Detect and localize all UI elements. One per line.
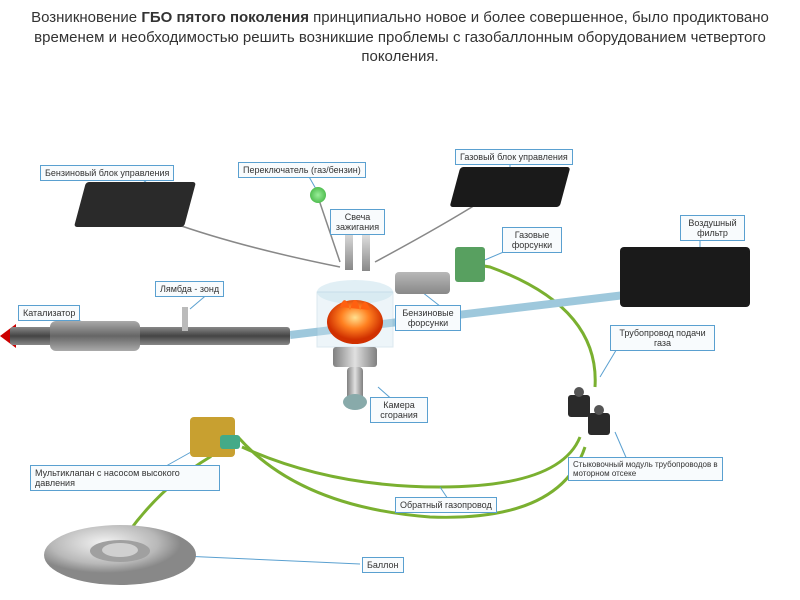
air-filter: [620, 247, 750, 307]
header-bold: ГБО пятого поколения: [141, 9, 309, 26]
label-multivalve: Мультиклапан с насосом высокого давления: [30, 465, 220, 491]
spark-plug-2: [362, 235, 370, 271]
label-switch: Переключатель (газ/бензин): [238, 162, 366, 178]
gas-switch: [310, 187, 326, 203]
label-ecu-gas: Газовый блок управления: [455, 149, 573, 165]
label-spark: Свеча зажигания: [330, 209, 385, 235]
header-pre: Возникновение: [31, 9, 141, 26]
gas-tank: [40, 517, 200, 587]
gas-injectors: [455, 247, 485, 282]
label-lambda: Лямбда - зонд: [155, 281, 224, 297]
header-text: Возникновение ГБО пятого поколения принц…: [0, 0, 800, 67]
label-gas-inj: Газовые форсунки: [502, 227, 562, 253]
diagram-area: Бензиновый блок управления Переключатель…: [0, 67, 800, 597]
label-petrol-inj: Бензиновые форсунки: [395, 305, 461, 331]
label-tank: Баллон: [362, 557, 404, 573]
label-ecu-petrol: Бензиновый блок управления: [40, 165, 174, 181]
valve-module: [560, 387, 620, 447]
catalyst-component: [50, 321, 140, 351]
label-air-filter: Воздушный фильтр: [680, 215, 745, 241]
petrol-injectors: [395, 272, 450, 294]
label-gas-pipe: Трубопровод подачи газа: [610, 325, 715, 351]
label-catalyst: Катализатор: [18, 305, 80, 321]
label-chamber: Камера сгорания: [370, 397, 428, 423]
combustion-chamber: [305, 272, 405, 412]
multivalve-pump: [190, 417, 235, 457]
lambda-probe: [182, 307, 188, 331]
spark-plug-1: [345, 232, 353, 270]
gas-ecu: [450, 167, 571, 207]
petrol-ecu: [74, 182, 196, 227]
label-module: Стыковочный модуль трубопроводов в мотор…: [568, 457, 723, 481]
label-return: Обратный газопровод: [395, 497, 497, 513]
